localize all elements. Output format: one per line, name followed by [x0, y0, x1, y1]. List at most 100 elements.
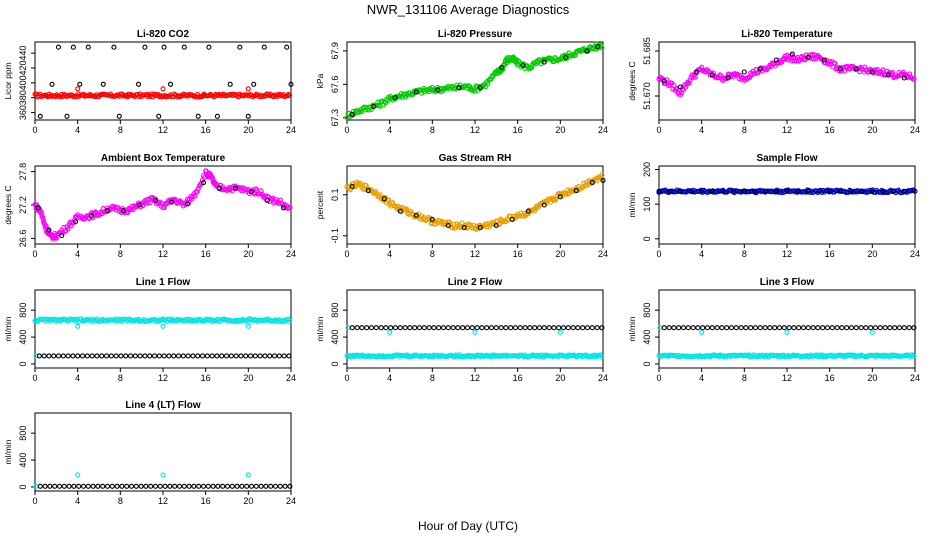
series-2-point: [264, 197, 271, 204]
series-1-point: [135, 81, 142, 87]
series-3-point: [436, 325, 442, 331]
series-3-point: [41, 353, 47, 359]
series-3-point: [522, 325, 528, 331]
series-2-point: [184, 201, 191, 207]
series-1-point: [375, 99, 381, 105]
series-2-point: [162, 483, 168, 489]
series-1-point: [142, 44, 148, 50]
series-2-point: [196, 483, 202, 489]
series-1-point: [49, 81, 55, 87]
series-3-point: [142, 353, 148, 359]
series-2-point: [128, 483, 135, 489]
panel-title: Line 3 Flow: [760, 277, 815, 288]
series-3-point: [287, 92, 293, 98]
panel-title: Li-820 Temperature: [741, 29, 833, 40]
series-3-point: [872, 325, 879, 331]
series-3-point: [412, 325, 418, 331]
series-3-point: [147, 353, 153, 359]
series-2-point: [143, 483, 149, 489]
series-2-point: [245, 86, 251, 92]
series-3-point: [815, 325, 821, 331]
series-3-point: [488, 325, 495, 331]
x-tick-label: 0: [656, 125, 661, 135]
series-3-point: [772, 325, 778, 331]
series-2-point: [789, 51, 795, 57]
series-2-point: [477, 85, 483, 91]
panel-5: Gas Stream RH percent 0 4 8 12 16 20 24 -0.1 0.1: [315, 153, 608, 259]
x-tick-label: 20: [867, 249, 877, 259]
series-3-point: [99, 353, 105, 359]
y-tick-label: 400: [18, 330, 28, 345]
series-2-point: [848, 188, 854, 194]
series-3-point: [392, 325, 399, 331]
series-2-point: [837, 188, 843, 194]
series-1-point: [599, 45, 605, 51]
series-1-point: [594, 178, 600, 184]
series-2-point: [563, 55, 569, 61]
series-2-point: [901, 75, 907, 81]
x-tick-label: 4: [699, 125, 704, 135]
series-3-point: [661, 325, 667, 331]
series-1-point: [245, 472, 251, 478]
series-3-point: [724, 325, 730, 331]
series-1-point: [214, 182, 220, 188]
series-2-point: [493, 222, 499, 229]
series-3-point: [397, 325, 403, 331]
series-3-point: [219, 353, 225, 359]
series-2-point: [677, 84, 683, 90]
series-2-point: [47, 483, 53, 489]
series-1-point: [167, 81, 174, 87]
panel-title: Gas Stream RH: [439, 153, 512, 164]
series-3-point: [714, 325, 720, 331]
series-1-point: [190, 194, 196, 200]
series-2-point: [200, 180, 207, 186]
panel-8: Line 2 Flow ml/min 0 4 8 12 16 20 24 0 400 800: [315, 277, 608, 383]
x-tick-label: 24: [286, 373, 296, 383]
series-3-point: [180, 353, 186, 359]
series-3-point: [896, 325, 903, 331]
series-3-point: [791, 325, 797, 331]
y-tick-label: 27.2: [18, 196, 28, 214]
series-1-point: [116, 113, 122, 119]
series-2-point: [731, 188, 737, 194]
series-2-point: [773, 57, 779, 63]
x-tick-label: 4: [699, 373, 704, 383]
series-3-point: [594, 325, 600, 331]
x-tick-label: 8: [742, 125, 747, 135]
series-3-point: [65, 353, 71, 359]
series-2-point: [869, 329, 875, 335]
series-3-point: [58, 94, 64, 100]
series-3-point: [204, 353, 210, 359]
y-tick-label: 800: [330, 303, 340, 318]
series-2-point: [461, 225, 467, 231]
x-tick-label: 16: [825, 249, 835, 259]
series-2-point: [186, 483, 192, 489]
series-3-point: [565, 325, 571, 331]
series-3-point: [901, 325, 907, 331]
series-2-point: [429, 216, 435, 222]
series-2-point: [859, 188, 865, 194]
series-2-point: [525, 208, 531, 214]
x-tick-label: 8: [742, 249, 747, 259]
series-3-point: [556, 325, 562, 331]
x-tick-label: 8: [118, 373, 123, 383]
series-3-point: [450, 325, 456, 331]
y-tick-label: 67.6: [330, 76, 340, 94]
series-3-point: [584, 325, 591, 331]
x-tick-label: 4: [387, 249, 392, 259]
series-2-point: [509, 216, 515, 222]
x-tick-label: 20: [243, 373, 253, 383]
x-tick-label: 24: [910, 125, 920, 135]
series-2-point: [220, 483, 226, 489]
series-1-point: [287, 318, 293, 325]
series-1-point: [781, 56, 787, 62]
series-2-point: [773, 188, 779, 194]
y-tick-label: 800: [18, 303, 28, 318]
series-3-point: [238, 353, 244, 359]
series-3-point: [195, 353, 201, 359]
series-3-point: [551, 325, 557, 331]
series-3-point: [267, 353, 273, 359]
series-2-point: [557, 194, 563, 200]
series-2-point: [76, 483, 82, 489]
x-tick-label: 8: [430, 373, 435, 383]
